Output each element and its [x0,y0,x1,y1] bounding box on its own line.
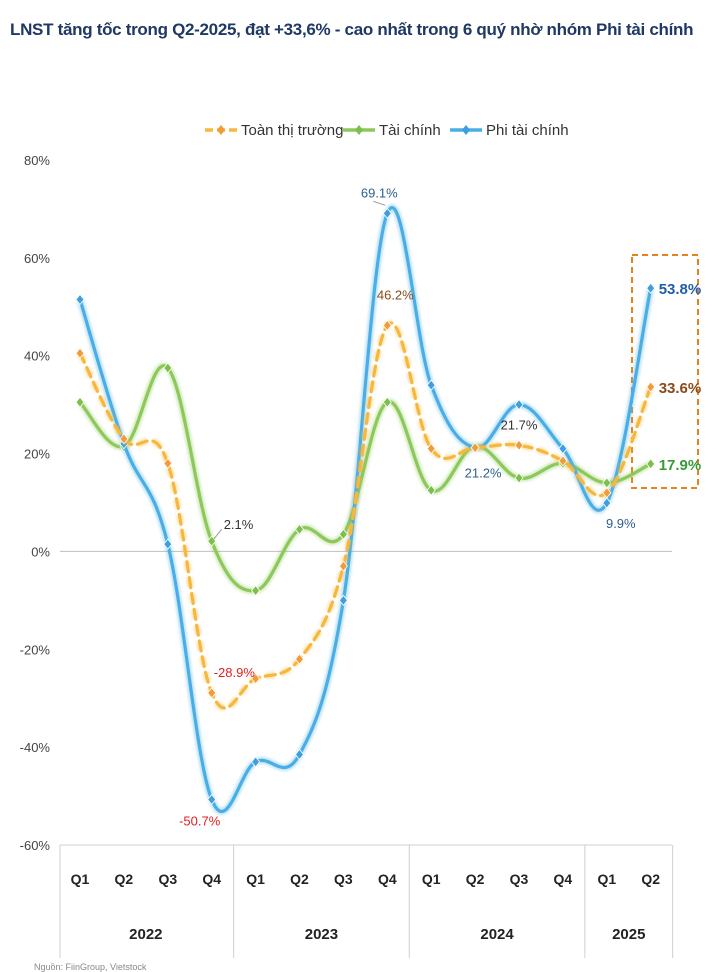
x-tick-label: Q4 [554,871,573,887]
data-point [426,379,436,391]
data-label: 9.9% [606,516,636,531]
data-point [426,484,436,496]
data-point [294,523,305,536]
data-point [163,457,173,469]
data-point [251,756,261,768]
y-tick-label: 20% [24,447,50,462]
x-tick-label: Q3 [334,871,353,887]
data-point [163,362,173,374]
y-tick-label: 40% [24,349,50,364]
x-tick-label: Q4 [378,871,397,887]
data-point [514,399,524,411]
data-point [646,458,656,470]
data-point [294,653,305,665]
data-point [338,594,348,606]
x-tick-label: Q1 [597,871,616,887]
data-labels: 2.1% -28.9% -50.7% 69.1% 46.2% 21.2% 21.7% 9.9%… [179,185,701,828]
x-year-label: 2025 [612,926,645,943]
y-axis: 80% 60% 40% 20% 0% -20% -40% -60% [20,153,672,853]
data-label: 21.2% [465,466,502,481]
legend-item: Phi tài chính [450,122,569,139]
data-label: 2.1% [224,517,254,532]
data-label: 69.1% [361,185,398,200]
legend-marker [462,125,470,135]
leader-line [373,200,386,206]
data-point [338,560,348,572]
x-tick-label: Q2 [466,871,485,887]
data-point [251,584,261,597]
data-label: -50.7% [179,813,221,828]
data-label: 46.2% [377,287,414,302]
y-tick-label: -40% [20,740,51,755]
series-line [78,206,653,813]
legend-label: Tài chính [379,122,441,139]
x-axis: Q1 Q2 Q3 Q4 Q1 Q2 Q3 Q4 Q1 Q2 Q3 Q4 Q1 Q2 2022 2023 2024… [59,844,674,958]
legend-label: Toàn thị trường [241,122,343,139]
data-point [207,687,217,699]
y-tick-label: -60% [20,838,51,853]
y-tick-label: 80% [24,153,50,168]
series-toàn-thị-trường [75,319,656,712]
data-point [382,396,392,408]
data-point [514,472,524,484]
data-point [251,673,261,685]
legend-marker [217,125,225,135]
x-tick-label: Q1 [71,871,90,887]
data-label: -28.9% [214,665,256,680]
x-year-label: 2023 [305,926,338,943]
highlight-rect [631,254,699,489]
x-tick-label: Q2 [641,871,660,887]
highlight-box [631,254,699,489]
data-point [514,439,524,451]
data-label: 53.8% [659,281,702,298]
data-point [426,443,436,455]
data-point [646,282,656,294]
data-point [558,455,568,467]
x-tick-label: Q2 [115,871,134,887]
data-point [470,442,480,454]
legend-label: Phi tài chính [486,122,569,139]
data-point [382,207,392,219]
y-tick-label: 0% [31,544,50,559]
x-tick-label: Q4 [202,871,221,887]
data-point [119,433,129,445]
data-point [163,538,173,550]
data-point [646,381,656,393]
data-point [558,443,568,455]
y-tick-label: 60% [24,251,50,266]
x-tick-label: Q1 [422,871,441,887]
data-label: 21.7% [501,417,538,432]
series-line [78,321,653,710]
legend-item: Toàn thị trường [205,122,343,139]
series-glow [76,204,655,815]
data-label: 17.9% [659,457,702,474]
x-year-label: 2022 [129,926,162,943]
data-point [207,793,217,806]
legend-item: Tài chính [343,122,441,139]
chart-title: LNST tăng tốc trong Q2-2025, đạt +33,6% … [10,20,694,39]
x-tick-label: Q2 [290,871,309,887]
legend: Toàn thị trường Tài chính Phi tài chính [205,122,569,139]
x-tick-label: Q3 [510,871,529,887]
data-point [602,497,612,509]
data-point [75,347,85,359]
legend-marker [355,125,363,135]
data-point [75,293,85,306]
x-tick-label: Q1 [246,871,265,887]
x-year-label: 2024 [480,926,514,943]
data-label: 33.6% [659,380,702,397]
y-tick-label: -20% [20,642,51,657]
leader-line [213,528,223,540]
x-tick-label: Q3 [158,871,177,887]
data-point [602,487,612,499]
footnote: Nguồn: FiinGroup, Vietstock [34,962,147,972]
series-layer [75,204,656,815]
data-point [294,748,305,761]
data-point [75,396,85,408]
series-phi-tài-chính [75,204,656,815]
data-point [338,528,348,540]
data-point [382,319,392,332]
